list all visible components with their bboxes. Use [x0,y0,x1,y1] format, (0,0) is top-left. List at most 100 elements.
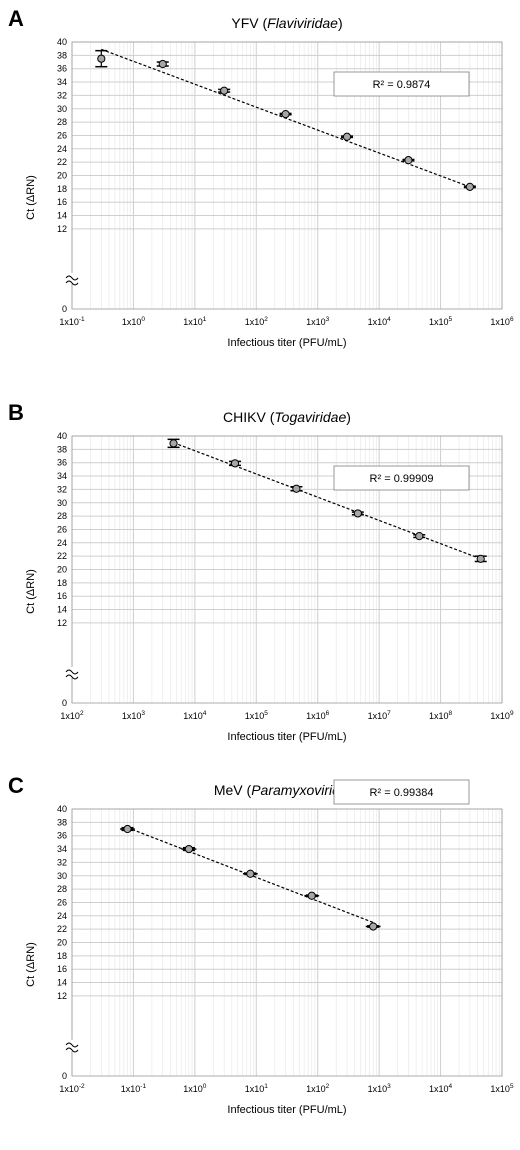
x-tick-label: 1x102 [306,1083,330,1094]
data-point [307,891,316,900]
y-tick-label: 34 [57,844,67,854]
r2-label: R² = 0.99909 [370,473,434,485]
x-tick-label: 1x10-1 [59,316,85,327]
y-tick-label: 22 [57,551,67,561]
x-tick-label: 1x102 [245,316,269,327]
y-tick-label: 26 [57,897,67,907]
y-tick-label: 16 [57,591,67,601]
panel-letter: A [8,6,24,31]
y-tick-label: 36 [57,458,67,468]
y-tick-label: 20 [57,565,67,575]
y-tick-label: 30 [57,104,67,114]
data-point [220,86,229,95]
x-tick-label: 1x10-1 [121,1083,147,1094]
y-tick-label: 18 [57,184,67,194]
axis-break-mark [65,275,79,281]
x-tick-label: 1x106 [306,710,330,721]
y-tick-label: 12 [57,991,67,1001]
y-tick-label: 14 [57,605,67,615]
y-tick-label: 24 [57,538,67,548]
y-tick-label: 28 [57,511,67,521]
data-point [415,532,424,541]
r2-box [333,779,470,805]
x-tick-label: 1x109 [490,710,514,721]
y-tick-label: 38 [57,50,67,60]
y-tick-label: 28 [57,884,67,894]
axis-break-mark [65,280,79,286]
y-tick-label: 18 [57,578,67,588]
y-tick-label: 22 [57,157,67,167]
r2-label: R² = 0.9874 [373,79,431,91]
plot-area [71,435,503,704]
data-point [230,459,240,468]
axis-break-mark [65,1047,79,1053]
chart-svg: C MeV (Paramyxoviridae) 0 12 14 16 18 20 22 24 26 2… [8,773,514,1116]
data-point [184,844,194,854]
data-point [476,554,485,563]
y-tick-label: 24 [57,144,67,154]
chart-title-main: YFV ( [231,15,267,31]
y-axis-title: Ct (ΔRN) [25,569,37,614]
x-tick-label: 1x105 [429,316,453,327]
y-tick-label: 30 [57,871,67,881]
x-tick-label: 1x10-2 [59,1083,85,1094]
y-tick-label: 16 [57,197,67,207]
y-tick-label: 0 [62,698,67,708]
x-axis-title: Infectious titer (PFU/mL) [227,731,346,743]
chart-title-italic: Paramyxoviridae [251,782,355,798]
y-tick-label: 0 [62,304,67,314]
x-tick-label: 1x101 [183,316,207,327]
x-axis-title: Infectious titer (PFU/mL) [227,1104,346,1116]
y-tick-label: 28 [57,117,67,127]
r2-box [333,465,470,491]
y-tick-label: 36 [57,831,67,841]
y-tick-label: 14 [57,211,67,221]
y-tick-label: 34 [57,77,67,87]
y-tick-label: 22 [57,924,67,934]
panel-letter: B [8,400,24,425]
x-tick-label: 1x102 [60,710,84,721]
y-tick-label: 12 [57,618,67,628]
chart-title: YFV (Flaviviridae) [231,15,342,31]
data-point [246,869,255,878]
y-tick-label: 38 [57,817,67,827]
y-tick-label: 24 [57,911,67,921]
y-tick-label: 32 [57,484,67,494]
x-tick-label: 1x106 [490,316,514,327]
y-tick-label: 36 [57,64,67,74]
y-tick-label: 40 [57,37,67,47]
y-tick-label: 34 [57,471,67,481]
chart-title-main: MeV ( [214,782,252,798]
r2-box [333,71,470,97]
y-tick-label: 12 [57,224,67,234]
axis-break-mark [65,1042,79,1048]
x-tick-label: 1x107 [368,710,392,721]
y-tick-label: 20 [57,171,67,181]
y-tick-label: 32 [57,90,67,100]
plot-area [71,808,503,1077]
axis-break-mark [65,674,79,680]
chart-svg: A YFV (Flaviviridae) 0 12 14 16 18 20 22 24 26 28 30… [8,6,514,349]
x-tick-label: 1x100 [122,316,146,327]
y-tick-label: 30 [57,498,67,508]
panel-letter: C [8,773,24,798]
y-tick-label: 40 [57,804,67,814]
data-point [97,54,106,63]
data-point [281,109,290,119]
chart-panel-b: B CHIKV (Togaviridae) 0 12 14 16 18 20 22 24 26 28 3… [0,394,520,777]
y-tick-label: 18 [57,951,67,961]
r2-label: R² = 0.99384 [370,787,434,799]
data-point [292,484,301,493]
chart-title-main: CHIKV ( [223,409,275,425]
y-axis-title: Ct (ΔRN) [25,942,37,987]
chart-panel-a: A YFV (Flaviviridae) 0 12 14 16 18 20 22 24 26 28 30… [0,0,520,383]
x-axis-title: Infectious titer (PFU/mL) [227,337,346,349]
data-point [369,922,378,931]
x-tick-label: 1x104 [183,710,207,721]
x-tick-label: 1x108 [429,710,453,721]
y-tick-label: 0 [62,1071,67,1081]
chart-svg: B CHIKV (Togaviridae) 0 12 14 16 18 20 22 24 26 28 3… [8,400,514,743]
y-tick-label: 16 [57,964,67,974]
chart-title-end: ) [338,15,343,31]
x-tick-label: 1x104 [368,316,392,327]
